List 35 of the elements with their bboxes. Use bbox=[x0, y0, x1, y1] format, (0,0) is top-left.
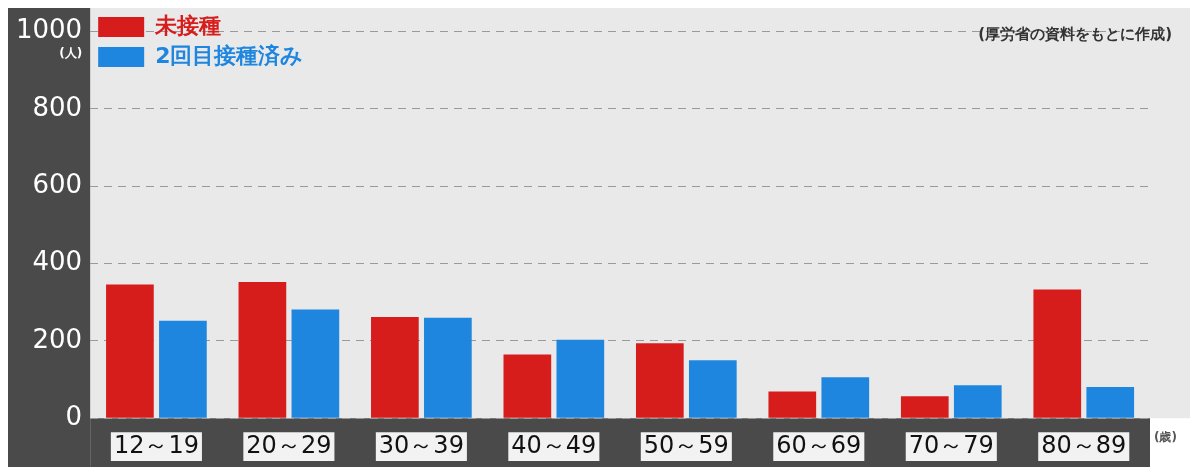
bar bbox=[556, 339, 605, 418]
x-tick-label: 40～49 bbox=[511, 430, 597, 459]
annotation: (厚労省の資料をもとに作成) bbox=[978, 25, 1172, 44]
legend-label: 未接種 bbox=[154, 12, 222, 38]
y-tick-label: 200 bbox=[32, 323, 83, 354]
bar bbox=[635, 343, 684, 418]
bar bbox=[768, 391, 817, 418]
x-axis-title: (歳) bbox=[1154, 430, 1177, 445]
y-tick-label: 800 bbox=[32, 91, 83, 122]
y-tick-label: 400 bbox=[32, 246, 83, 277]
legend-label: 2回目接種済み bbox=[155, 42, 304, 68]
bar bbox=[424, 317, 472, 418]
bar bbox=[1033, 289, 1082, 418]
bar bbox=[106, 284, 154, 418]
x-tick-label: 60～69 bbox=[776, 430, 862, 459]
bar bbox=[1086, 386, 1135, 418]
x-tick-label: 30～39 bbox=[378, 430, 464, 459]
bar bbox=[688, 360, 737, 418]
y-tick-label: 0 bbox=[65, 400, 83, 431]
bar bbox=[953, 385, 1002, 418]
x-tick-label: 12～19 bbox=[113, 430, 199, 459]
bar bbox=[821, 377, 870, 418]
bar bbox=[159, 320, 207, 418]
x-tick-label: 80～89 bbox=[1041, 430, 1127, 459]
bar bbox=[503, 354, 552, 418]
x-tick-label: 20～29 bbox=[246, 430, 332, 459]
y-tick-label: 1000 bbox=[16, 14, 83, 45]
x-tick-label: 70～79 bbox=[908, 430, 994, 459]
y-axis-title: (人) bbox=[59, 45, 83, 60]
bar bbox=[291, 309, 340, 418]
y-tick-label: 600 bbox=[32, 168, 83, 199]
bar bbox=[371, 316, 419, 418]
bar bbox=[900, 396, 949, 418]
bar bbox=[238, 282, 287, 418]
x-tick-label: 50～59 bbox=[643, 430, 729, 459]
